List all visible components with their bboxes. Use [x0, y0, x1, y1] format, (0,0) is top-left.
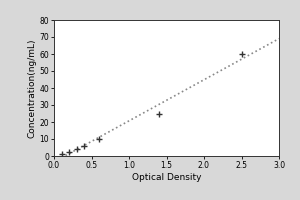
X-axis label: Optical Density: Optical Density [132, 173, 201, 182]
Y-axis label: Concentration(ng/mL): Concentration(ng/mL) [28, 38, 37, 138]
